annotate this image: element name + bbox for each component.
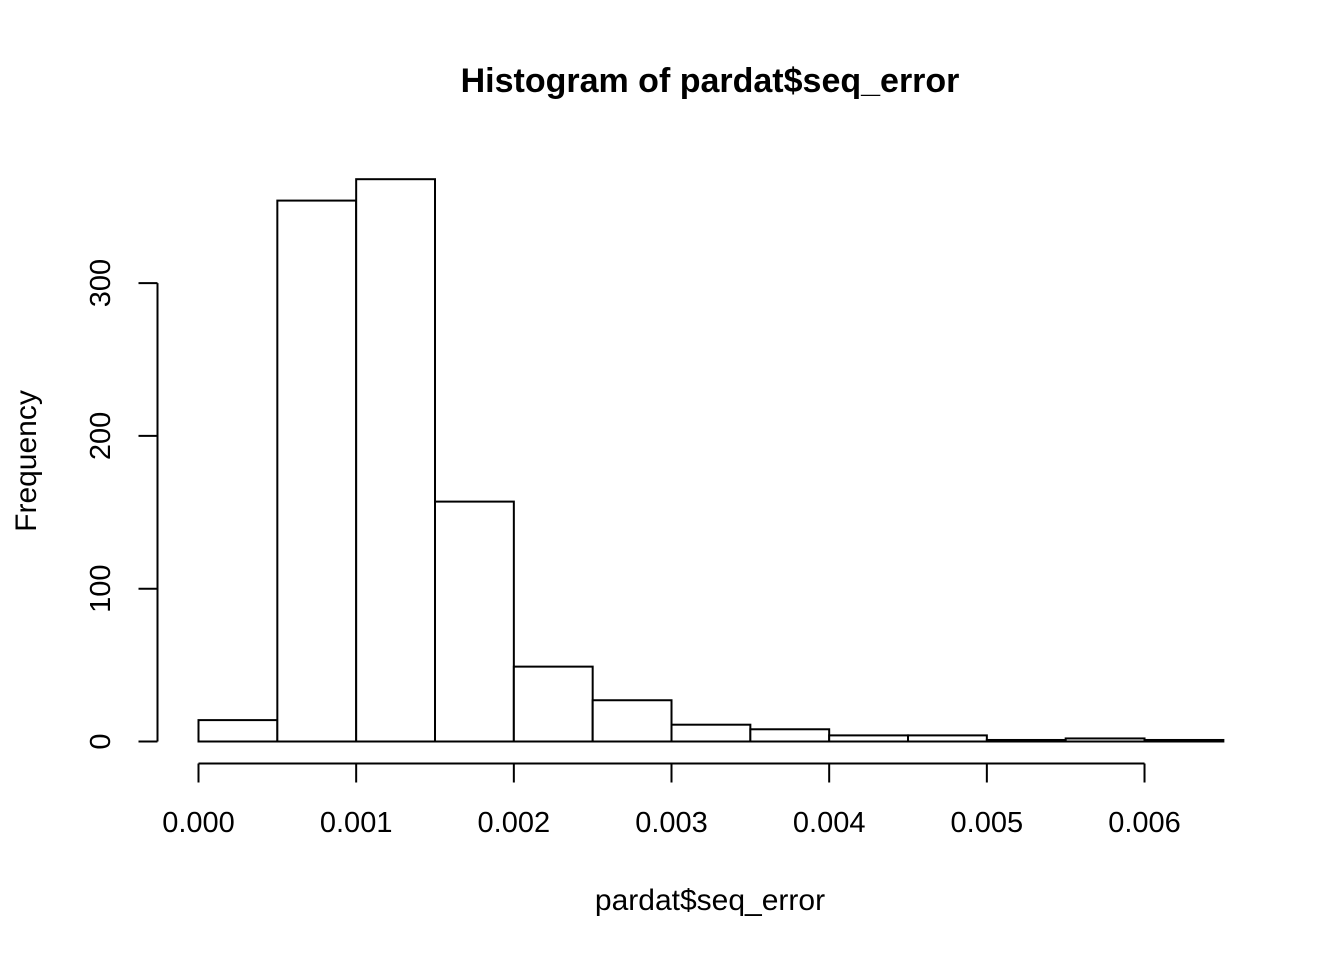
x-tick-label: 0.004 (793, 807, 866, 839)
histogram-bar (1064, 737, 1146, 743)
x-tick-label: 0.006 (1108, 807, 1181, 839)
x-axis: 0.000 0.001 0.002 0.003 0.004 0.005 0.006 (162, 762, 1181, 839)
histogram-bar (512, 665, 594, 743)
histogram-bar (985, 738, 1067, 743)
x-tick-label: 0.001 (320, 807, 393, 839)
chart-title: Histogram of pardat$seq_error (461, 62, 960, 100)
histogram-bar (670, 723, 752, 743)
y-axis-label: Frequency (10, 390, 43, 532)
y-tick-label: 300 (85, 259, 117, 307)
histogram-bar (907, 734, 988, 743)
y-tick-label: 200 (85, 412, 117, 460)
histogram-bar (749, 728, 831, 743)
x-tick-label: 0.002 (478, 807, 551, 839)
histogram-bar (434, 500, 515, 743)
histogram-bar (591, 699, 673, 743)
y-tick-label: 100 (85, 565, 117, 613)
x-tick-label: 0.003 (635, 807, 708, 839)
histogram-bar (828, 734, 910, 743)
y-tick-label: 0 (85, 733, 117, 749)
x-axis-label: pardat$seq_error (595, 884, 825, 917)
histogram-bar (1143, 738, 1225, 743)
histogram-bar (355, 178, 437, 743)
y-axis: 0 100 200 300 (85, 259, 159, 750)
x-tick-label: 0.005 (951, 807, 1024, 839)
x-tick-label: 0.000 (162, 807, 235, 839)
histogram-bars (197, 178, 1225, 743)
histogram-bar (276, 199, 358, 743)
histogram-bar (197, 719, 279, 743)
